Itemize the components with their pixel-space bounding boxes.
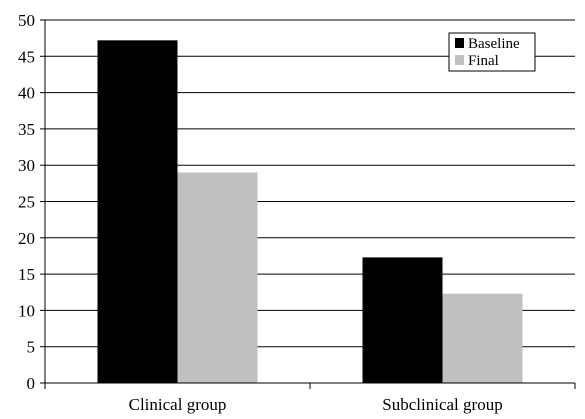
- y-tick-label: 40: [18, 84, 35, 103]
- legend-label-final: Final: [468, 53, 499, 69]
- y-tick-label: 30: [18, 156, 35, 175]
- y-tick-label: 25: [18, 193, 35, 212]
- bar-baseline-1: [97, 40, 178, 383]
- legend-swatch-final: [455, 55, 464, 65]
- bar-baseline-2: [362, 257, 443, 383]
- y-tick-label: 50: [18, 11, 35, 30]
- y-tick-label: 5: [27, 338, 36, 357]
- bars: [97, 40, 523, 383]
- legend-swatch-baseline: [455, 38, 464, 48]
- x-axis-labels: Clinical group Subclinical group: [44, 383, 576, 414]
- legend-label-baseline: Baseline: [468, 36, 520, 52]
- y-axis-ticks: 0 5 10 15 20 25 30 35 40 45 50: [18, 11, 45, 393]
- y-tick-label: 10: [18, 301, 35, 320]
- x-category-label: Subclinical group: [382, 395, 502, 414]
- y-tick-label: 45: [18, 47, 35, 66]
- y-tick-label: 35: [18, 120, 35, 139]
- bar-final-2: [442, 293, 523, 383]
- x-category-label: Clinical group: [129, 395, 227, 414]
- y-tick-label: 15: [18, 265, 35, 284]
- bar-final-1: [177, 172, 258, 383]
- y-tick-label: 0: [27, 374, 36, 393]
- y-tick-label: 20: [18, 229, 35, 248]
